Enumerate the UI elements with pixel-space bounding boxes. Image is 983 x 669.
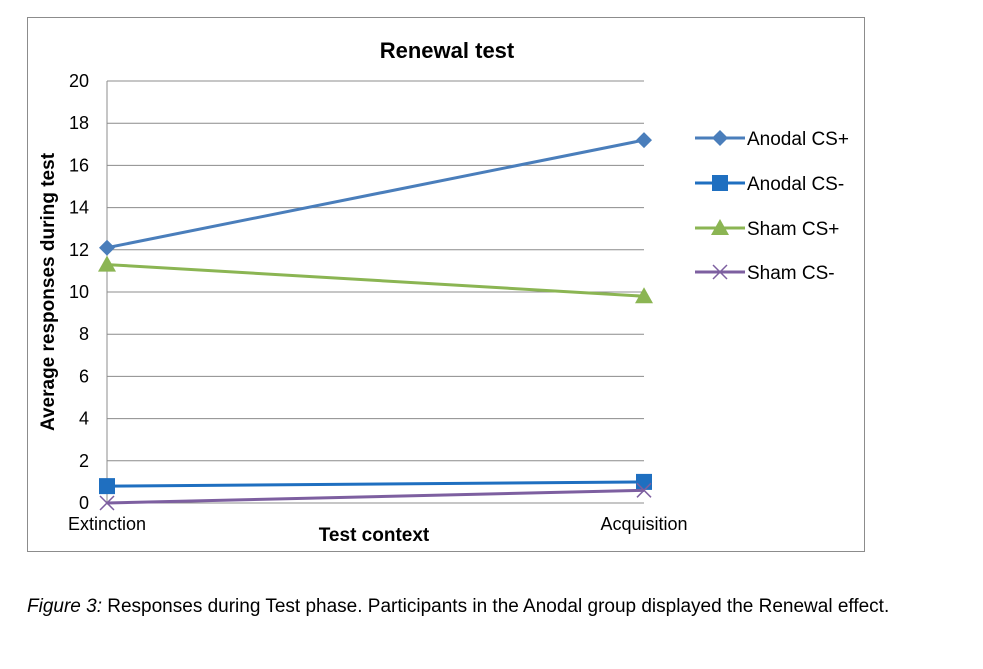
y-tick-label: 10 <box>69 282 89 302</box>
figure-label: Figure 3: <box>27 596 102 617</box>
legend-label-2: Sham CS+ <box>747 219 839 240</box>
series-line-1 <box>106 480 645 488</box>
legend: Anodal CS+ Anodal CS- Sham CS+ Sham CS- <box>695 129 849 284</box>
data-point-3-0 <box>99 495 115 511</box>
legend-marker-3 <box>712 264 728 280</box>
data-point-2-0 <box>98 255 116 272</box>
legend-marker-3-stroke-b <box>712 264 728 280</box>
y-axis-title: Average responses during test <box>38 152 59 431</box>
data-point-3-1 <box>636 482 652 498</box>
data-point-0-1 <box>636 132 652 149</box>
legend-marker-1 <box>712 175 728 191</box>
y-tick-label: 12 <box>69 240 89 260</box>
y-tick-label: 4 <box>79 409 89 429</box>
data-point-3-0-stroke-b <box>99 495 115 511</box>
chart-frame: Renewal test 0 2 4 6 8 10 12 14 16 18 20 Extinctio… <box>27 17 865 552</box>
legend-label-0: Anodal CS+ <box>747 129 849 150</box>
y-tick-labels: 0 2 4 6 8 10 12 14 16 18 20 <box>69 71 89 513</box>
x-tick-label: Acquisition <box>600 514 687 534</box>
y-tick-label: 2 <box>79 451 89 471</box>
data-point-1-0 <box>99 478 115 495</box>
renewal-line-chart: Renewal test 0 2 4 6 8 10 12 14 16 18 20 Extinctio… <box>38 38 849 546</box>
y-tick-label: 16 <box>69 155 89 175</box>
series-lines <box>98 132 653 511</box>
legend-marker-0 <box>712 130 728 146</box>
data-point-1-1 <box>636 473 652 490</box>
y-tick-label: 18 <box>69 113 89 133</box>
legend-label-1: Anodal CS- <box>747 174 844 195</box>
series-line-2 <box>106 263 645 298</box>
data-point-2-1 <box>635 287 653 304</box>
series-line-3 <box>106 488 645 505</box>
y-tick-label: 20 <box>69 71 89 91</box>
x-tick-label: Extinction <box>68 514 146 534</box>
gridlines <box>107 80 644 504</box>
series-line-0 <box>106 138 645 250</box>
figure-caption-text: Responses during Test phase. Participant… <box>101 596 890 617</box>
chart-title: Renewal test <box>380 38 515 63</box>
x-tick-labels: Extinction Acquisition <box>68 514 688 534</box>
y-tick-label: 6 <box>79 366 89 386</box>
y-tick-label: 8 <box>79 324 89 344</box>
axes <box>106 81 644 504</box>
y-tick-label: 14 <box>69 198 89 218</box>
y-tick-label: 0 <box>79 493 89 513</box>
legend-label-3: Sham CS- <box>747 263 835 284</box>
legend-marker-2 <box>711 219 729 235</box>
data-point-3-1-stroke-b <box>636 482 652 498</box>
data-point-0-0 <box>99 239 115 256</box>
x-axis-title: Test context <box>319 525 430 546</box>
figure-caption: Figure 3: Responses during Test phase. P… <box>27 586 967 628</box>
